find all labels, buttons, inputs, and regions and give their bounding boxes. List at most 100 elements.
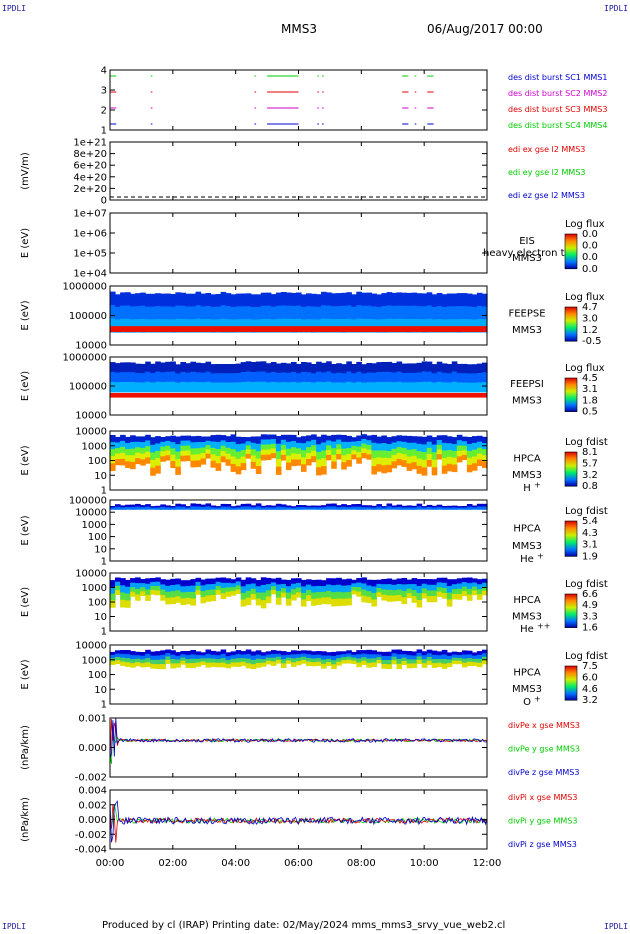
spectrogram-cell xyxy=(451,657,458,662)
spectrogram-cell xyxy=(160,362,166,373)
spectrogram-cell xyxy=(135,577,141,584)
spectrogram-cell xyxy=(260,592,267,601)
spectrogram-cell xyxy=(130,306,136,320)
spectrogram-cell xyxy=(426,590,433,597)
colorbar xyxy=(564,306,578,342)
spectrogram-cell xyxy=(280,659,287,664)
spectrogram-cell xyxy=(190,663,196,669)
spectrogram-cell xyxy=(265,292,272,307)
spectrogram-cell xyxy=(150,659,156,665)
spectrogram-cell xyxy=(471,582,478,588)
spectrogram-cell xyxy=(280,651,287,656)
spectrogram-cell xyxy=(185,659,191,664)
spectrogram-cell xyxy=(411,655,418,661)
spectrogram-cell xyxy=(150,590,156,595)
spectrogram-cell xyxy=(321,450,327,459)
spectrogram-cell xyxy=(386,437,393,445)
panel-frame xyxy=(109,717,488,778)
spectrogram-cell xyxy=(190,361,196,373)
spectrogram-cell xyxy=(205,503,212,507)
spectrogram-cell xyxy=(185,363,191,374)
spectrogram-cell xyxy=(175,382,181,393)
spectrogram-cell xyxy=(446,306,453,320)
colorbar-tick: 1.2 xyxy=(582,325,598,336)
spectrogram-cell xyxy=(160,382,166,393)
spectrogram-cell xyxy=(285,455,292,464)
spectrogram-cell xyxy=(411,462,418,470)
spectrogram-cell xyxy=(376,381,382,393)
y-tick-label: 0.000 xyxy=(78,815,107,826)
spectrogram-cell xyxy=(476,579,483,585)
y-tick-label: 10 xyxy=(94,685,107,696)
spectrogram-cell xyxy=(471,578,478,583)
spectrogram-cell xyxy=(476,584,483,590)
spectrogram-cell xyxy=(426,441,433,449)
spectrogram-cell xyxy=(175,663,181,668)
spectrogram-cell xyxy=(200,585,207,592)
spectrogram-cell xyxy=(135,651,141,656)
spectrogram-cell xyxy=(351,294,357,308)
spectrogram-cell xyxy=(255,506,262,510)
spectrogram-cell xyxy=(326,435,332,442)
spectrogram-cell xyxy=(255,650,262,656)
spectrogram-cell xyxy=(361,660,367,665)
spectrogram-cell xyxy=(396,361,403,373)
spectrogram-cell xyxy=(165,306,171,320)
spectrogram-cell xyxy=(336,434,342,441)
spectrogram-cell xyxy=(386,381,393,393)
spectrogram-cell xyxy=(376,457,382,465)
spectrogram-cell xyxy=(446,662,453,667)
spectrogram-cell xyxy=(341,657,347,661)
spectrogram-cell xyxy=(461,319,468,333)
spectrogram-cell xyxy=(406,449,413,458)
spectrogram-cell xyxy=(316,592,322,599)
spectrogram-cell xyxy=(406,319,413,333)
spectrogram-cell xyxy=(240,306,247,320)
spectrogram-cell xyxy=(456,456,463,463)
spectrogram-cell xyxy=(155,381,161,393)
spectrogram-cell xyxy=(160,659,166,665)
y-axis-label: E (eV) xyxy=(20,445,31,475)
spectrogram-cell xyxy=(386,595,393,602)
spectrogram-cell xyxy=(110,655,116,659)
spectrogram-cell xyxy=(190,579,196,587)
spectrogram-cell xyxy=(446,507,453,510)
spectrogram-cell xyxy=(401,584,408,592)
spectrogram-cell xyxy=(265,507,272,510)
spectrogram-cell xyxy=(296,448,302,455)
spectrogram-cell xyxy=(205,584,212,591)
spectrogram-cell xyxy=(386,451,393,459)
spectrogram-cell xyxy=(311,579,317,587)
spectrogram-cell xyxy=(205,361,212,373)
spectrogram-cell xyxy=(356,506,362,510)
spectrogram-cell xyxy=(466,661,473,666)
y-tick-label: 10000 xyxy=(75,508,107,519)
spectrogram-cell xyxy=(270,453,277,459)
spectrogram-cell xyxy=(451,589,458,595)
spectrogram-cell xyxy=(135,458,141,465)
spectrogram-cell xyxy=(451,654,458,659)
spectrogram-cell xyxy=(270,586,277,591)
spectrogram-cell xyxy=(406,372,413,383)
colorbar-tick: 1.6 xyxy=(582,623,598,634)
spectrogram-cell xyxy=(356,361,362,373)
spectrogram-cell xyxy=(476,363,483,374)
spectrogram-cell xyxy=(190,592,196,600)
spectrogram-cell xyxy=(240,586,247,594)
spectrogram-cell xyxy=(356,446,362,453)
spectrogram-cell xyxy=(265,434,272,441)
spectrogram-cell xyxy=(376,660,382,664)
spectrogram-cell xyxy=(165,371,171,383)
spectrogram-cell xyxy=(451,651,458,656)
spectrogram-cell xyxy=(115,372,121,383)
spectrogram-cell xyxy=(476,382,483,393)
spectrogram-cell xyxy=(446,585,453,594)
spectrogram-cell xyxy=(426,584,433,591)
spectrogram-cell xyxy=(321,591,327,599)
spectrogram-cell xyxy=(205,371,212,383)
spectrogram-cell xyxy=(381,319,387,333)
series-line xyxy=(109,800,488,843)
spectrogram-cell xyxy=(406,655,413,660)
spectrogram-cell xyxy=(451,371,458,383)
